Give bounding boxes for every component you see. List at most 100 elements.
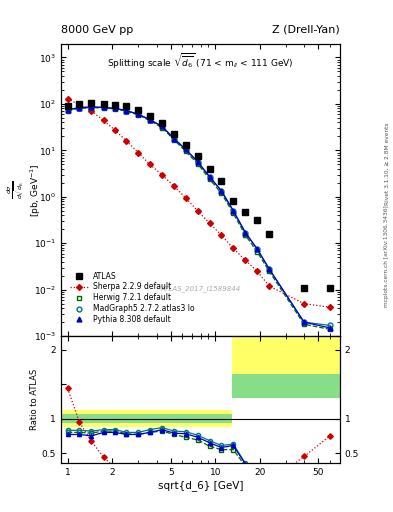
Pythia 8.308 default — [207, 174, 212, 180]
ATLAS — [231, 198, 236, 204]
Sherpa 2.2.9 default — [267, 283, 272, 289]
Herwig 7.2.1 default — [219, 190, 224, 196]
Pythia 8.308 default — [113, 105, 118, 112]
Text: Z (Drell-Yan): Z (Drell-Yan) — [272, 25, 340, 35]
Pythia 8.308 default — [147, 117, 152, 123]
Line: Pythia 8.308 default: Pythia 8.308 default — [65, 104, 332, 330]
Herwig 7.2.1 default — [172, 137, 176, 143]
Herwig 7.2.1 default — [101, 105, 106, 111]
Pythia 8.308 default — [77, 104, 82, 111]
Pythia 8.308 default — [255, 246, 259, 252]
Herwig 7.2.1 default — [160, 124, 164, 131]
Pythia 8.308 default — [195, 159, 200, 165]
Sherpa 2.2.9 default — [160, 172, 164, 178]
MadGraph5 2.7.2.atlas3 lo — [160, 123, 164, 130]
Sherpa 2.2.9 default — [255, 268, 259, 274]
Herwig 7.2.1 default — [243, 232, 248, 238]
MadGraph5 2.7.2.atlas3 lo — [302, 319, 307, 325]
MadGraph5 2.7.2.atlas3 lo — [124, 108, 129, 114]
Sherpa 2.2.9 default — [302, 301, 307, 307]
Herwig 7.2.1 default — [113, 106, 118, 112]
Herwig 7.2.1 default — [89, 104, 94, 111]
ATLAS — [267, 231, 272, 237]
ATLAS — [328, 285, 332, 291]
Herwig 7.2.1 default — [77, 105, 82, 112]
ATLAS — [113, 102, 118, 108]
ATLAS — [255, 217, 259, 223]
ATLAS — [65, 103, 70, 109]
MadGraph5 2.7.2.atlas3 lo — [183, 146, 188, 153]
Text: $\frac{d\sigma}{d\sqrt{d_6}}$
[pb, GeV$^{-1}$]: $\frac{d\sigma}{d\sqrt{d_6}}$ [pb, GeV$^… — [6, 163, 43, 217]
ATLAS — [195, 153, 200, 159]
ATLAS — [302, 285, 307, 291]
Pythia 8.308 default — [65, 106, 70, 113]
Pythia 8.308 default — [160, 123, 164, 130]
MadGraph5 2.7.2.atlas3 lo — [77, 104, 82, 111]
Herwig 7.2.1 default — [231, 210, 236, 217]
Sherpa 2.2.9 default — [101, 117, 106, 123]
MadGraph5 2.7.2.atlas3 lo — [328, 323, 332, 329]
Sherpa 2.2.9 default — [219, 232, 224, 238]
MadGraph5 2.7.2.atlas3 lo — [172, 136, 176, 142]
Text: Splitting scale $\sqrt{\overline{d_6}}$ (71 < m$_{ll}$ < 111 GeV): Splitting scale $\sqrt{\overline{d_6}}$ … — [107, 52, 294, 71]
Pythia 8.308 default — [219, 188, 224, 194]
MadGraph5 2.7.2.atlas3 lo — [195, 159, 200, 165]
MadGraph5 2.7.2.atlas3 lo — [243, 229, 248, 236]
Herwig 7.2.1 default — [207, 176, 212, 182]
Herwig 7.2.1 default — [267, 268, 272, 274]
Herwig 7.2.1 default — [136, 112, 140, 118]
Pythia 8.308 default — [231, 208, 236, 214]
Pythia 8.308 default — [183, 146, 188, 153]
ATLAS — [89, 100, 94, 106]
Sherpa 2.2.9 default — [328, 304, 332, 310]
Pythia 8.308 default — [243, 229, 248, 236]
ATLAS — [160, 120, 164, 126]
MadGraph5 2.7.2.atlas3 lo — [231, 208, 236, 214]
MadGraph5 2.7.2.atlas3 lo — [113, 105, 118, 112]
Text: mcplots.cern.ch [arXiv:1306.3436]: mcplots.cern.ch [arXiv:1306.3436] — [384, 205, 389, 307]
Pythia 8.308 default — [267, 266, 272, 272]
MadGraph5 2.7.2.atlas3 lo — [207, 174, 212, 180]
MadGraph5 2.7.2.atlas3 lo — [255, 246, 259, 252]
Pythia 8.308 default — [136, 111, 140, 117]
Text: 8000 GeV pp: 8000 GeV pp — [61, 25, 133, 35]
ATLAS — [243, 208, 248, 215]
Pythia 8.308 default — [124, 108, 129, 114]
MadGraph5 2.7.2.atlas3 lo — [267, 266, 272, 272]
MadGraph5 2.7.2.atlas3 lo — [136, 111, 140, 117]
Sherpa 2.2.9 default — [172, 183, 176, 189]
Text: ATLAS_2017_I1589844: ATLAS_2017_I1589844 — [160, 286, 241, 292]
Pythia 8.308 default — [172, 136, 176, 142]
Herwig 7.2.1 default — [124, 108, 129, 114]
ATLAS — [183, 142, 188, 148]
Text: Rivet 3.1.10, ≥ 2.8M events: Rivet 3.1.10, ≥ 2.8M events — [384, 122, 389, 205]
Sherpa 2.2.9 default — [65, 96, 70, 102]
Herwig 7.2.1 default — [255, 249, 259, 255]
Herwig 7.2.1 default — [65, 108, 70, 114]
Line: Sherpa 2.2.9 default: Sherpa 2.2.9 default — [66, 97, 332, 309]
Sherpa 2.2.9 default — [147, 161, 152, 167]
Herwig 7.2.1 default — [195, 160, 200, 166]
ATLAS — [77, 101, 82, 107]
Sherpa 2.2.9 default — [77, 102, 82, 108]
Sherpa 2.2.9 default — [231, 245, 236, 251]
Herwig 7.2.1 default — [328, 326, 332, 332]
ATLAS — [147, 113, 152, 119]
ATLAS — [219, 178, 224, 184]
ATLAS — [207, 166, 212, 172]
X-axis label: sqrt{d_6} [GeV]: sqrt{d_6} [GeV] — [158, 480, 243, 491]
ATLAS — [124, 103, 129, 109]
Line: Herwig 7.2.1 default: Herwig 7.2.1 default — [65, 105, 332, 332]
Sherpa 2.2.9 default — [136, 150, 140, 156]
Sherpa 2.2.9 default — [207, 220, 212, 226]
MadGraph5 2.7.2.atlas3 lo — [101, 104, 106, 111]
Pythia 8.308 default — [328, 325, 332, 331]
MadGraph5 2.7.2.atlas3 lo — [89, 104, 94, 110]
Sherpa 2.2.9 default — [243, 257, 248, 263]
Sherpa 2.2.9 default — [89, 108, 94, 114]
Pythia 8.308 default — [101, 104, 106, 111]
Herwig 7.2.1 default — [302, 321, 307, 327]
MadGraph5 2.7.2.atlas3 lo — [65, 106, 70, 113]
ATLAS — [172, 132, 176, 138]
Line: MadGraph5 2.7.2.atlas3 lo: MadGraph5 2.7.2.atlas3 lo — [65, 104, 332, 328]
